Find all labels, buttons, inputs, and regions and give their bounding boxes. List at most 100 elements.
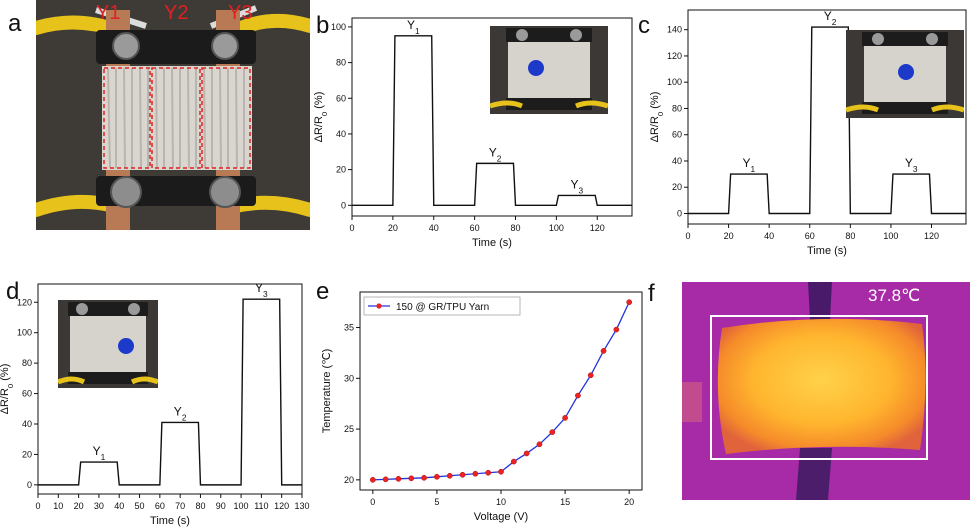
y-tick-label: 120: [667, 51, 682, 61]
series-line: [372, 301, 630, 481]
x-tick-label: 20: [388, 223, 398, 233]
y-tick-label: 60: [672, 130, 682, 140]
x-tick-label: 40: [114, 501, 124, 511]
peak-label: Y3: [255, 281, 268, 299]
x-tick-label: 120: [274, 501, 289, 511]
y-tick-label: 0: [677, 208, 682, 218]
x-tick-label: 80: [510, 223, 520, 233]
data-point: [459, 471, 466, 478]
plot-frame: [687, 9, 967, 225]
data-point: [575, 392, 581, 399]
chart-e: 0 5 10 15 20 20 25 30 35 Voltage (V) Temperature (…: [321, 291, 643, 523]
plot-frame: [37, 283, 303, 495]
yarn-label-y1: Y1: [96, 2, 121, 24]
y-tick-label: 80: [672, 103, 682, 113]
x-tick-label: 5: [434, 497, 439, 507]
legend-label: 150 @ GR/TPU Yarn: [396, 302, 489, 313]
x-tick-label: 120: [590, 223, 605, 233]
x-tick-label: 60: [470, 223, 480, 233]
data-point: [446, 472, 453, 479]
chart-d: 0 10 20 30 40 50 60 70 80 90 100 110 120 130 0 20 40 60 80…: [0, 281, 310, 527]
x-tick-label: 80: [845, 231, 855, 241]
y-tick-label: 60: [22, 389, 32, 399]
chart-c: 0 20 40 60 80 100 120 0 20 40 60 80 100 120 140 Time (s…: [649, 9, 967, 257]
y-axis-label: ΔR/R0 (%): [0, 364, 15, 415]
x-axis-label: Time (s): [807, 245, 847, 257]
x-tick-label: 110: [254, 501, 268, 511]
data-point: [369, 476, 376, 483]
panel-letter-d: d: [6, 278, 20, 305]
signal-line: [38, 298, 302, 486]
x-tick-label: 10: [53, 501, 63, 511]
data-point: [421, 474, 427, 481]
panel-letter-a: a: [8, 10, 22, 37]
inset-photo-b: [490, 26, 608, 114]
x-tick-label: 50: [135, 501, 145, 511]
y-tick-label: 20: [344, 475, 354, 485]
chart-b: 0 20 40 60 80 100 120 0 20 40 60 80 100 Time (s) ΔR/R0…: [313, 17, 633, 249]
x-tick-label: 100: [883, 231, 898, 241]
x-tick-label: 40: [429, 223, 439, 233]
y-tick-label: 35: [344, 323, 354, 333]
x-tick-label: 80: [195, 501, 205, 511]
y-tick-label: 20: [672, 182, 682, 192]
data-point: [485, 469, 492, 476]
x-tick-label: 130: [294, 501, 309, 511]
plot-frame: [351, 17, 633, 217]
data-point: [408, 475, 415, 482]
data-point: [472, 470, 479, 477]
x-tick-label: 60: [155, 501, 165, 511]
panel-letter-f: f: [648, 280, 655, 307]
y-tick-label: 0: [341, 200, 346, 210]
data-point: [613, 326, 620, 333]
y-axis-label: ΔR/R0 (%): [313, 92, 329, 143]
x-tick-label: 90: [216, 501, 226, 511]
y-axis-label: Temperature (℃): [321, 349, 333, 434]
data-point: [434, 473, 440, 480]
x-axis-label: Time (s): [150, 515, 190, 527]
x-tick-label: 0: [370, 497, 375, 507]
y-tick-label: 120: [17, 297, 32, 307]
x-tick-label: 40: [764, 231, 774, 241]
x-tick-label: 20: [624, 497, 634, 507]
y-tick-label: 80: [336, 58, 346, 68]
x-axis-label: Time (s): [472, 237, 512, 249]
yarn-label-y3: Y3: [228, 2, 253, 24]
x-tick-label: 100: [549, 223, 564, 233]
x-tick-label: 10: [496, 497, 506, 507]
y-tick-label: 40: [22, 419, 32, 429]
peak-label: Y2: [824, 9, 837, 27]
peak-label: Y3: [570, 177, 583, 195]
peak-label: Y1: [407, 18, 420, 36]
data-point: [600, 348, 607, 354]
data-point: [510, 458, 517, 465]
y-tick-label: 30: [344, 373, 354, 383]
temperature-label: 37.8℃: [868, 286, 921, 305]
data-point: [626, 299, 633, 306]
signal-line: [688, 26, 966, 215]
y-tick-label: 25: [344, 424, 354, 434]
y-tick-label: 20: [22, 449, 32, 459]
inset-photo-d: [58, 300, 158, 388]
data-point: [562, 415, 568, 421]
x-axis-label: Voltage (V): [474, 511, 528, 523]
panel-letter-b: b: [316, 12, 330, 39]
fabric-photo-a: Y1 Y2 Y3: [36, 0, 310, 230]
x-tick-label: 0: [35, 501, 40, 511]
x-tick-label: 100: [234, 501, 249, 511]
y-axis-label: ΔR/R0 (%): [649, 92, 665, 143]
yarn-label-y2: Y2: [164, 2, 189, 24]
data-point: [536, 441, 543, 448]
legend-marker: [376, 303, 382, 309]
data-point: [549, 429, 556, 435]
peak-label: Y1: [743, 156, 756, 174]
data-point: [395, 475, 402, 482]
data-point: [523, 450, 530, 457]
peak-label: Y2: [489, 145, 502, 163]
panel-letter-c: c: [638, 12, 650, 39]
y-tick-label: 0: [27, 480, 32, 490]
data-point: [382, 476, 389, 483]
x-tick-label: 0: [349, 223, 354, 233]
y-tick-label: 100: [331, 22, 346, 32]
y-tick-label: 40: [336, 129, 346, 139]
